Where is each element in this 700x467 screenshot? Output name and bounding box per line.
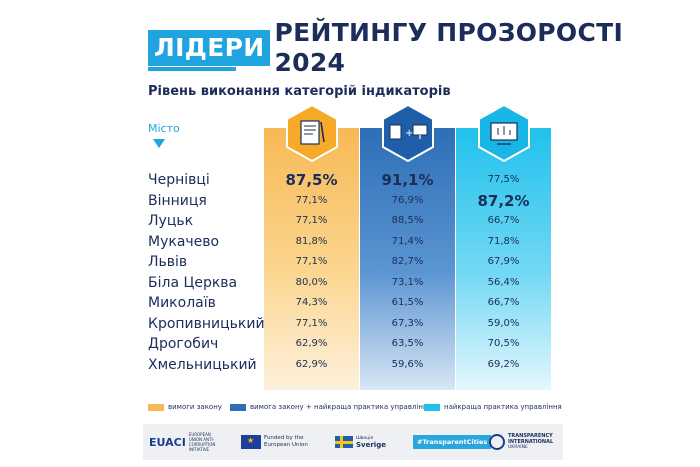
sweden-pre: Швеція [356, 436, 374, 441]
law-document-icon [286, 104, 338, 162]
table-row: Луцьк 77,1% 88,5% 66,7% [148, 211, 558, 232]
value-law-practice: 63,5% [391, 338, 424, 349]
city-name: Дрогобич [148, 336, 219, 352]
value-practice: 66,7% [487, 297, 520, 308]
value-law: 80,0% [295, 276, 328, 288]
eu-flag-icon [241, 435, 261, 449]
transparent-cities-logo: #TransparentCities [413, 431, 492, 453]
value-law: 62,9% [295, 358, 328, 370]
city-name: Миколаїв [148, 295, 216, 311]
legend-item-practice: найкраща практика управління [424, 403, 562, 411]
value-law: 74,3% [295, 297, 328, 308]
legend-item-law-practice: вимога закону + найкраща практика управл… [230, 403, 432, 411]
table-row: Мукачево 81,8% 71,4% 71,8% [148, 232, 558, 253]
value-practice: 59,0% [487, 317, 520, 329]
partner-logos: EUACI EUROPEAN UNION ANTI-CORRUPTION INI… [143, 424, 563, 460]
column-law [264, 128, 359, 390]
city-name: Мукачево [148, 233, 220, 250]
sweden-flag-icon [335, 436, 353, 448]
column-law-practice [360, 128, 455, 390]
value-practice: 69,2% [487, 358, 520, 370]
table-row: Хмельницький 62,9% 59,6% 69,2% [148, 355, 558, 376]
value-practice: 70,5% [487, 338, 520, 349]
value-practice: 56,4% [487, 276, 520, 288]
ranking-table: Чернівці 87,5% 91,1% 77,5% Вінниця 77,1%… [148, 170, 558, 375]
value-law-practice: 61,5% [391, 297, 424, 308]
legend-item-law: вимоги закону [148, 403, 222, 411]
legend-swatch-orange [148, 403, 164, 411]
transparency-international-logo: TRANSPARENCY INTERNATIONAL UKRAINE [489, 431, 558, 453]
legend-label-law: вимоги закону [168, 403, 222, 411]
table-row: Чернівці 87,5% 91,1% 77,5% [148, 170, 558, 191]
value-law-practice: 88,5% [391, 215, 424, 226]
table-row: Біла Церква 80,0% 73,1% 56,4% [148, 273, 558, 294]
table-row: Кропивницький 77,1% 67,3% 59,0% [148, 314, 558, 335]
eu-funded-logo: Funded by the European Union [241, 431, 316, 453]
value-law-practice: 73,1% [391, 276, 424, 288]
value-law-practice: 91,1% [381, 171, 434, 189]
title-underline [148, 67, 236, 71]
value-practice: 71,8% [487, 235, 520, 247]
euaci-mark: EUACI [149, 435, 186, 449]
value-law-practice: 67,3% [391, 317, 424, 329]
ti-text: TRANSPARENCY INTERNATIONAL [508, 433, 554, 445]
value-law: 77,1% [295, 194, 328, 206]
ti-sub: UKRAINE [508, 445, 528, 450]
legend-swatch-cyan [424, 403, 440, 411]
legend: вимоги закону вимога закону + найкраща п… [148, 403, 562, 417]
value-law: 87,5% [285, 171, 338, 189]
value-law: 77,1% [295, 256, 328, 267]
title-highlight: ЛІДЕРИ [148, 30, 271, 66]
city-name: Львів [148, 254, 188, 270]
value-law: 81,8% [295, 235, 328, 247]
ti-circle-icon [489, 434, 505, 450]
table-row: Львів 77,1% 82,7% 67,9% [148, 252, 558, 273]
city-name: Луцьк [148, 213, 194, 229]
eu-funded-text: Funded by the European Union [264, 435, 308, 448]
legend-label-law-practice: вимога закону + найкраща практика управл… [250, 403, 432, 411]
table-row: Миколаїв 74,3% 61,5% 66,7% [148, 293, 558, 314]
value-law: 77,1% [295, 215, 328, 226]
law-plus-practice-icon: + [382, 104, 434, 162]
value-practice: 87,2% [477, 191, 530, 210]
value-law-practice: 76,9% [391, 194, 424, 206]
legend-label-practice: найкраща практика управління [444, 403, 562, 411]
sweden-logo: Швеція Sverige [335, 431, 386, 453]
euaci-logo: EUACI EUROPEAN UNION ANTI-CORRUPTION INI… [149, 431, 225, 453]
svg-text:+: + [405, 128, 413, 139]
management-practice-icon [478, 104, 530, 162]
legend-swatch-blue [230, 403, 246, 411]
euaci-sub: EUROPEAN UNION ANTI-CORRUPTION INITIATIV… [188, 432, 216, 452]
city-name: Вінниця [148, 192, 207, 209]
value-practice: 67,9% [487, 256, 520, 267]
sweden-text: Sverige [356, 441, 386, 449]
subtitle: Рівень виконання категорій індикаторів [148, 84, 451, 99]
value-practice: 77,5% [487, 174, 520, 185]
value-practice: 66,7% [487, 215, 520, 226]
value-law: 77,1% [295, 317, 328, 329]
city-column-header: Місто [148, 122, 180, 135]
table-row: Вінниця 77,1% 76,9% 87,2% [148, 191, 558, 212]
title-rest: РЕЙТИНГУ ПРОЗОРОСТІ 2024 [274, 18, 624, 77]
city-name: Кропивницький [148, 315, 265, 332]
column-practice [456, 128, 551, 390]
table-row: Дрогобич 62,9% 63,5% 70,5% [148, 334, 558, 355]
city-name: Біла Церква [148, 274, 238, 291]
city-name: Чернівці [148, 172, 210, 188]
value-law-practice: 71,4% [391, 235, 424, 247]
sort-down-arrow-icon [153, 139, 165, 148]
page-title: ЛІДЕРИ РЕЙТИНГУ ПРОЗОРОСТІ 2024 [148, 18, 700, 77]
transparent-cities-badge: #TransparentCities [413, 435, 492, 449]
value-law-practice: 82,7% [391, 256, 424, 267]
city-name: Хмельницький [148, 356, 257, 373]
value-law: 62,9% [295, 338, 328, 349]
value-law-practice: 59,6% [391, 358, 424, 370]
